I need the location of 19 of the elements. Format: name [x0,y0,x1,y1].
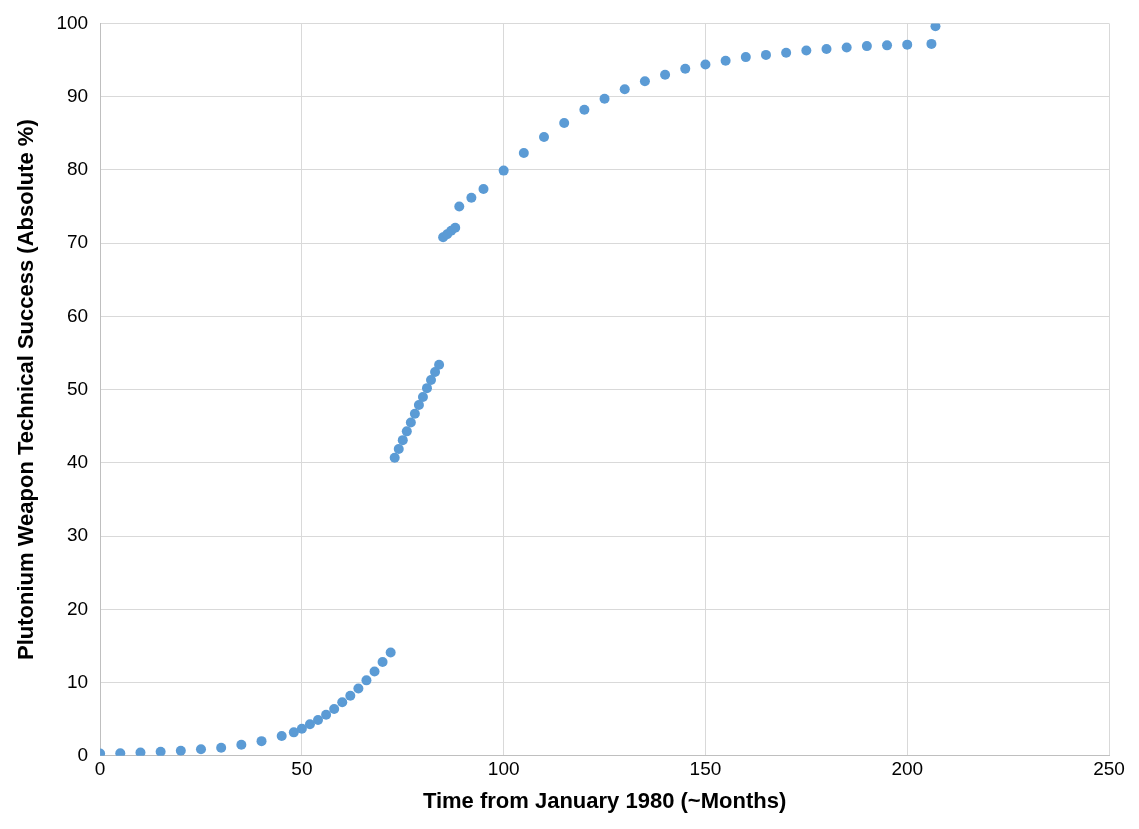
y-tick-label: 0 [77,744,89,766]
x-tick-label: 150 [689,758,722,780]
y-tick-label: 80 [66,158,89,180]
y-tick-label: 70 [66,231,89,253]
y-tick-label: 30 [66,524,89,546]
y-tick-label: 10 [66,670,89,692]
x-tick-label: 250 [1093,758,1125,780]
y-tick-label: 50 [66,377,89,399]
y-tick-label: 40 [66,451,89,473]
y-tick-label: 90 [66,84,89,106]
x-tick-label: 200 [891,758,924,780]
x-tick-label: 0 [94,758,106,780]
y-tick-label: 60 [66,304,89,326]
y-axis-title: Plutonium Weapon Technical Success (Absolute %) [13,119,39,660]
y-tick-label: 100 [56,11,89,33]
x-axis-title: Time from January 1980 (~Months) [422,787,787,813]
x-tick-label: 100 [487,758,520,780]
x-tick-label: 50 [291,758,313,780]
y-tick-label: 20 [66,597,89,619]
